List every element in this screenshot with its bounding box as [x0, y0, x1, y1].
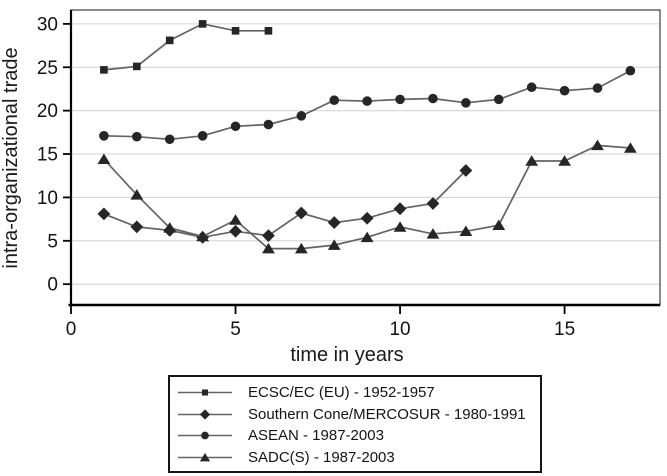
- diamond-marker-icon: [199, 409, 211, 420]
- triangle-marker-icon: [178, 452, 232, 462]
- triangle-marker-icon: [294, 242, 308, 254]
- y-axis-title: intra-organizational trade: [0, 47, 22, 269]
- square-marker-icon: [100, 66, 108, 74]
- y-tick-label: 20: [37, 101, 58, 122]
- triangle-marker-icon: [262, 242, 275, 254]
- triangle-marker-icon: [196, 230, 210, 242]
- y-tick-label: 25: [37, 58, 58, 79]
- triangle-marker-icon: [525, 155, 539, 166]
- triangle-marker-icon: [360, 231, 374, 243]
- circle-marker-icon: [395, 94, 405, 105]
- diamond-marker-icon: [459, 164, 473, 177]
- legend-item-sadc: SADC(S) - 1987-2003: [176, 447, 540, 469]
- circle-marker-icon: [201, 431, 209, 440]
- circle-marker-icon: [296, 111, 307, 121]
- circle-marker-icon: [362, 96, 372, 106]
- x-tick-label: 0: [66, 319, 77, 340]
- y-tick-label: 10: [37, 188, 58, 209]
- diamond-marker-icon: [178, 409, 232, 420]
- triangle-marker-icon: [130, 189, 144, 200]
- circle-marker-icon: [592, 83, 603, 93]
- legend-item-ecsc: ECSC/EC (EU) - 1952-1957: [176, 382, 540, 404]
- triangle-marker-icon: [393, 221, 407, 232]
- circle-marker-icon: [99, 131, 109, 141]
- diamond-marker-icon: [393, 202, 407, 216]
- square-marker-icon: [178, 389, 232, 396]
- series-line-diamond: [103, 169, 467, 239]
- triangle-marker-icon: [459, 225, 473, 237]
- legend-label: ASEAN - 1987-2003: [248, 427, 384, 445]
- triangle-marker-icon: [492, 219, 506, 230]
- x-axis-title: time in years: [290, 344, 404, 366]
- triangle-marker-icon: [229, 214, 242, 225]
- legend: ECSC/EC (EU) - 1952-1957 Southern Cone/M…: [168, 375, 542, 473]
- triangle-marker-icon: [591, 139, 604, 151]
- circle-marker-icon: [197, 131, 208, 141]
- series-line-square: [103, 23, 269, 71]
- square-marker-icon: [198, 20, 207, 28]
- diamond-marker-icon: [97, 207, 111, 221]
- square-marker-icon: [133, 62, 141, 71]
- x-tick-label: 15: [554, 319, 575, 340]
- legend-item-asean: ASEAN - 1987-2003: [176, 425, 540, 447]
- y-tick-label: 30: [37, 14, 58, 35]
- y-tick-label: 15: [37, 145, 58, 166]
- circle-marker-icon: [526, 82, 537, 93]
- legend-item-mercosur: Southern Cone/MERCOSUR - 1980-1991: [176, 404, 540, 426]
- circle-marker-icon: [493, 94, 504, 105]
- legend-label: ECSC/EC (EU) - 1952-1957: [248, 384, 435, 402]
- triangle-marker-icon: [199, 452, 211, 462]
- circle-marker-icon: [164, 134, 175, 145]
- circle-marker-icon: [625, 65, 636, 76]
- circle-marker-icon: [263, 119, 274, 130]
- circle-marker-icon: [178, 431, 232, 440]
- square-marker-icon: [201, 389, 209, 396]
- diamond-marker-icon: [130, 220, 144, 234]
- diamond-marker-icon: [327, 216, 341, 229]
- triangle-marker-icon: [163, 222, 177, 233]
- y-tick-label: 0: [47, 275, 58, 296]
- triangle-marker-icon: [623, 142, 637, 153]
- circle-marker-icon: [428, 93, 438, 104]
- triangle-marker-icon: [426, 228, 440, 239]
- circle-marker-icon: [230, 121, 241, 132]
- diamond-marker-icon: [294, 206, 308, 220]
- circle-marker-icon: [559, 85, 570, 96]
- legend-label: Southern Cone/MERCOSUR - 1980-1991: [248, 405, 526, 423]
- legend-label: SADC(S) - 1987-2003: [248, 448, 395, 466]
- x-tick-label: 10: [389, 319, 410, 340]
- square-marker-icon: [165, 36, 174, 45]
- circle-marker-icon: [132, 131, 142, 142]
- x-tick-label: 5: [230, 319, 241, 340]
- triangle-marker-icon: [97, 153, 111, 165]
- diamond-marker-icon: [229, 224, 242, 238]
- triangle-marker-icon: [327, 239, 341, 250]
- diamond-marker-icon: [262, 229, 275, 242]
- diamond-marker-icon: [360, 211, 374, 225]
- diamond-marker-icon: [426, 197, 440, 210]
- circle-marker-icon: [461, 98, 471, 108]
- square-marker-icon: [264, 27, 273, 35]
- square-marker-icon: [231, 27, 240, 35]
- y-tick-label: 5: [47, 231, 58, 252]
- circle-marker-icon: [329, 95, 340, 106]
- triangle-marker-icon: [558, 155, 571, 166]
